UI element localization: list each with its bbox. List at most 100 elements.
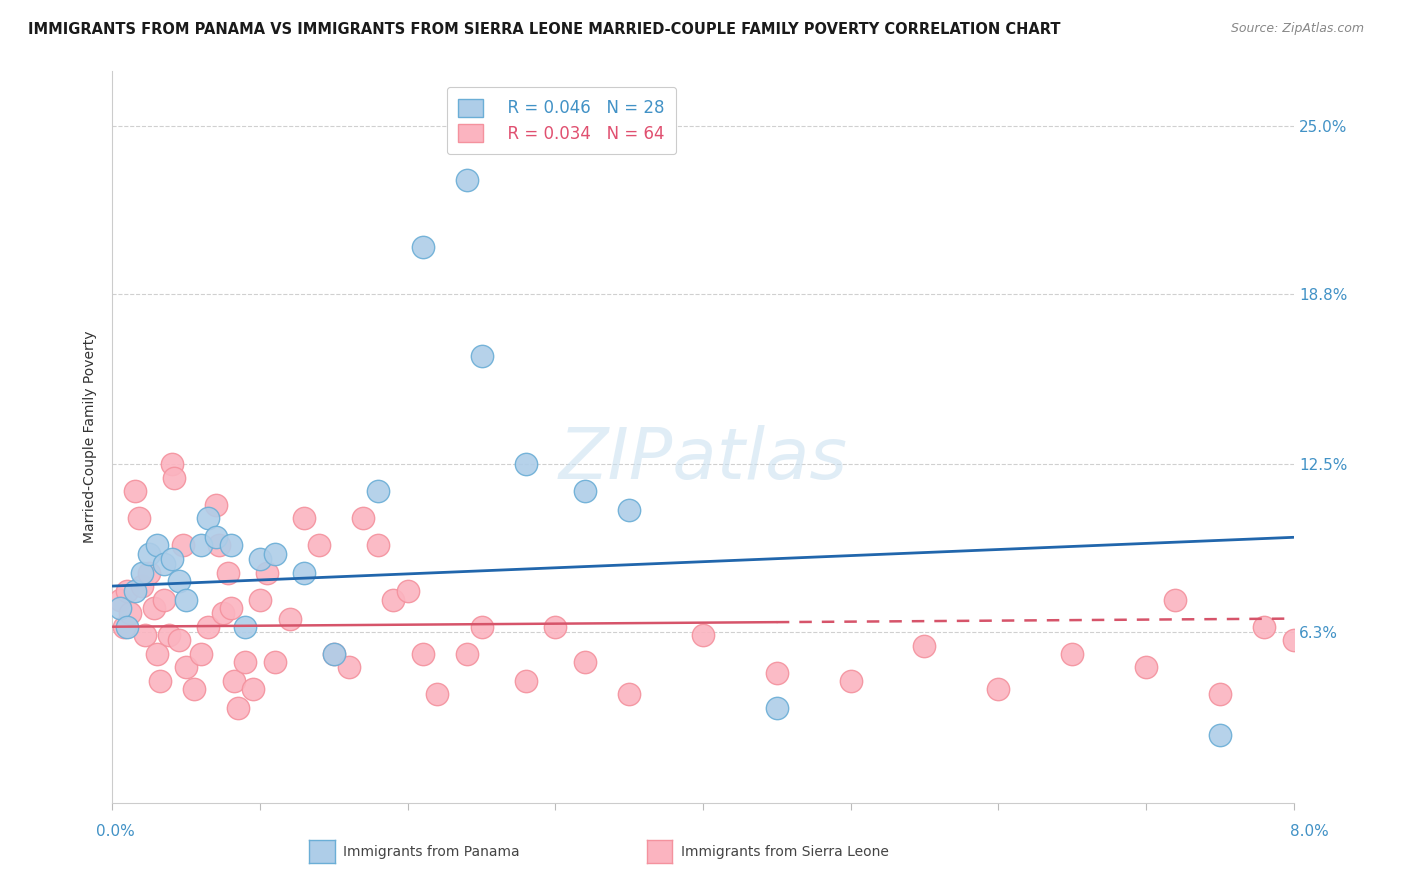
Point bbox=[108, 592, 131, 607]
Text: 0.0%: 0.0% bbox=[96, 824, 135, 838]
Point bbox=[138, 566, 160, 580]
Text: Immigrants from Panama: Immigrants from Panama bbox=[343, 845, 520, 859]
Point bbox=[619, 503, 641, 517]
Point bbox=[1135, 660, 1157, 674]
Point bbox=[456, 172, 478, 186]
Text: ZIPatlas: ZIPatlas bbox=[558, 425, 848, 493]
Point bbox=[412, 240, 434, 254]
Point bbox=[381, 592, 405, 607]
Point bbox=[146, 538, 169, 552]
Text: 8.0%: 8.0% bbox=[1289, 824, 1329, 838]
Point bbox=[987, 681, 1010, 696]
Point bbox=[292, 511, 315, 525]
Point bbox=[515, 457, 537, 471]
Point bbox=[1164, 592, 1187, 607]
Text: IMMIGRANTS FROM PANAMA VS IMMIGRANTS FROM SIERRA LEONE MARRIED-COUPLE FAMILY POV: IMMIGRANTS FROM PANAMA VS IMMIGRANTS FRO… bbox=[28, 22, 1060, 37]
Point bbox=[174, 660, 197, 674]
Point bbox=[766, 701, 789, 715]
Point bbox=[914, 639, 936, 653]
Point bbox=[367, 538, 389, 552]
Point bbox=[131, 566, 153, 580]
Point bbox=[157, 628, 180, 642]
Point bbox=[163, 471, 186, 485]
Point bbox=[117, 620, 138, 634]
Point bbox=[242, 681, 264, 696]
Point bbox=[174, 592, 197, 607]
Point bbox=[692, 628, 714, 642]
Point bbox=[160, 552, 183, 566]
Point bbox=[426, 688, 449, 702]
Point bbox=[766, 665, 789, 680]
Point bbox=[120, 606, 142, 620]
Point bbox=[1355, 688, 1378, 702]
Point bbox=[153, 558, 176, 572]
Point bbox=[323, 647, 346, 661]
Point bbox=[412, 647, 434, 661]
Point bbox=[233, 655, 256, 669]
Point bbox=[256, 566, 278, 580]
Point bbox=[146, 647, 169, 661]
Point bbox=[190, 647, 212, 661]
Point bbox=[323, 647, 346, 661]
Text: Source: ZipAtlas.com: Source: ZipAtlas.com bbox=[1230, 22, 1364, 36]
Point bbox=[108, 600, 131, 615]
Point bbox=[167, 574, 190, 588]
Point bbox=[131, 579, 153, 593]
Point bbox=[470, 620, 494, 634]
Y-axis label: Married-Couple Family Poverty: Married-Couple Family Poverty bbox=[83, 331, 97, 543]
Point bbox=[219, 538, 242, 552]
Point bbox=[212, 606, 235, 620]
Point bbox=[352, 511, 374, 525]
Point bbox=[128, 511, 150, 525]
Point bbox=[1208, 728, 1232, 742]
Point bbox=[264, 547, 287, 561]
Point bbox=[160, 457, 183, 471]
Point bbox=[264, 655, 287, 669]
Point bbox=[1312, 673, 1334, 688]
Point bbox=[249, 552, 271, 566]
Point bbox=[153, 592, 176, 607]
Point bbox=[172, 538, 194, 552]
Point bbox=[197, 511, 219, 525]
Point bbox=[134, 628, 156, 642]
Point bbox=[278, 611, 301, 625]
Point bbox=[222, 673, 245, 688]
Point bbox=[1253, 620, 1275, 634]
Point bbox=[124, 584, 146, 599]
Point bbox=[1208, 688, 1232, 702]
Point bbox=[190, 538, 212, 552]
Point bbox=[205, 530, 228, 544]
Point bbox=[226, 701, 249, 715]
Point bbox=[249, 592, 271, 607]
Point bbox=[515, 673, 537, 688]
Point bbox=[142, 600, 165, 615]
Point bbox=[337, 660, 360, 674]
Point bbox=[574, 484, 596, 499]
Point bbox=[396, 584, 419, 599]
Point bbox=[1062, 647, 1084, 661]
Point bbox=[544, 620, 567, 634]
Point bbox=[219, 600, 242, 615]
Point bbox=[197, 620, 219, 634]
Point bbox=[217, 566, 239, 580]
Text: Immigrants from Sierra Leone: Immigrants from Sierra Leone bbox=[681, 845, 889, 859]
Point bbox=[470, 349, 494, 363]
Point bbox=[619, 688, 641, 702]
Point bbox=[574, 655, 596, 669]
Point bbox=[233, 620, 256, 634]
Point bbox=[124, 484, 146, 499]
Point bbox=[183, 681, 205, 696]
Legend:   R = 0.046   N = 28,   R = 0.034   N = 64: R = 0.046 N = 28, R = 0.034 N = 64 bbox=[447, 87, 676, 154]
Point bbox=[149, 673, 172, 688]
Point bbox=[167, 633, 190, 648]
Point bbox=[208, 538, 231, 552]
Point bbox=[138, 547, 160, 561]
Point bbox=[292, 566, 315, 580]
Point bbox=[456, 647, 478, 661]
Point bbox=[205, 498, 228, 512]
Point bbox=[367, 484, 389, 499]
Point bbox=[308, 538, 330, 552]
Point bbox=[112, 620, 135, 634]
Point bbox=[117, 584, 138, 599]
Point bbox=[839, 673, 862, 688]
